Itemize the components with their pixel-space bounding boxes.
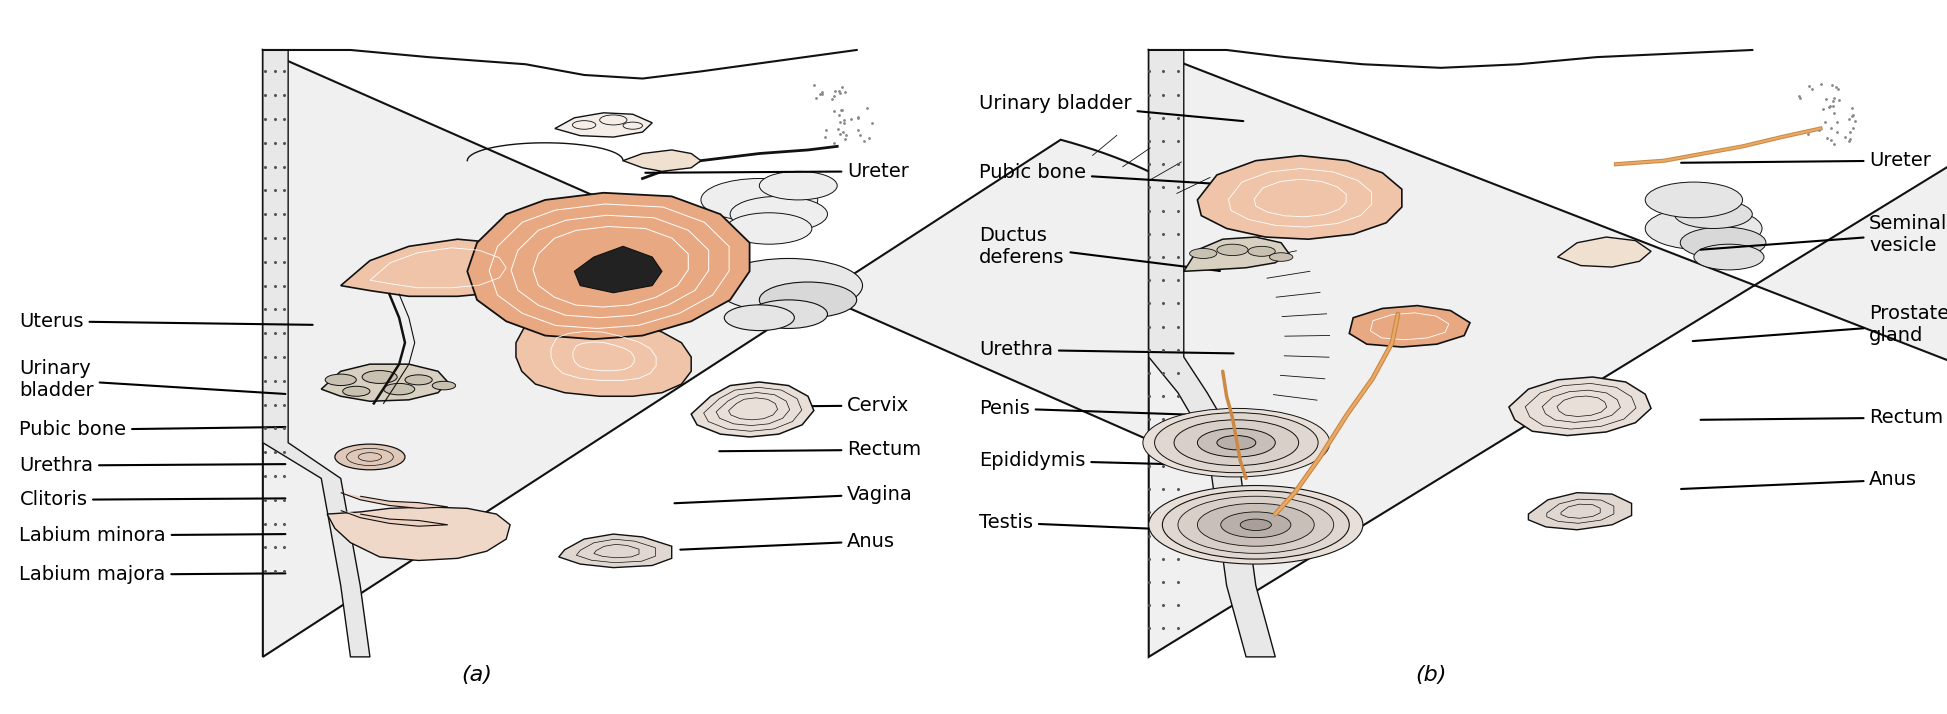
Text: Clitoris: Clitoris [19, 491, 286, 509]
Polygon shape [574, 246, 662, 293]
Text: Labium minora: Labium minora [19, 526, 286, 545]
Circle shape [1162, 491, 1349, 559]
Polygon shape [1349, 306, 1470, 347]
Text: Anus: Anus [1680, 471, 1918, 489]
Circle shape [432, 381, 456, 390]
Polygon shape [321, 364, 448, 401]
Circle shape [759, 171, 837, 200]
Circle shape [1645, 182, 1743, 218]
Circle shape [1143, 408, 1330, 477]
Circle shape [1221, 512, 1291, 538]
Text: Uterus: Uterus [19, 312, 313, 331]
Circle shape [1694, 244, 1764, 270]
Polygon shape [1509, 377, 1651, 436]
Polygon shape [1149, 50, 1275, 657]
Text: (b): (b) [1415, 665, 1447, 685]
Circle shape [335, 444, 405, 470]
Polygon shape [516, 314, 691, 396]
Text: Seminal
vesicle: Seminal vesicle [1700, 213, 1947, 255]
Circle shape [1217, 436, 1256, 450]
Polygon shape [1197, 156, 1402, 239]
Text: Cervix: Cervix [718, 396, 909, 415]
Polygon shape [1149, 50, 1947, 657]
Circle shape [1269, 253, 1293, 261]
Polygon shape [327, 507, 510, 560]
Text: Pubic bone: Pubic bone [19, 421, 286, 439]
Text: Ductus
deferens: Ductus deferens [979, 226, 1221, 271]
Text: Rectum: Rectum [718, 441, 921, 459]
Polygon shape [341, 239, 535, 296]
Circle shape [1645, 207, 1762, 250]
Circle shape [1248, 246, 1275, 256]
Circle shape [726, 213, 812, 244]
Polygon shape [555, 113, 652, 137]
Circle shape [1217, 244, 1248, 256]
Polygon shape [559, 534, 672, 568]
Text: Urethra: Urethra [979, 341, 1234, 359]
Circle shape [600, 115, 627, 125]
Polygon shape [263, 50, 1295, 657]
Text: Prostate
gland: Prostate gland [1692, 304, 1947, 346]
Circle shape [623, 122, 643, 129]
Circle shape [724, 305, 794, 331]
Circle shape [715, 258, 863, 313]
Circle shape [1149, 486, 1363, 564]
Text: Urethra: Urethra [19, 456, 286, 475]
Text: Anus: Anus [680, 532, 896, 550]
Text: Testis: Testis [979, 513, 1176, 532]
Circle shape [384, 383, 415, 395]
Text: Urinary
bladder: Urinary bladder [19, 359, 286, 401]
Polygon shape [1528, 493, 1632, 530]
Text: Vagina: Vagina [674, 485, 913, 503]
Text: Pubic bone: Pubic bone [979, 164, 1221, 184]
Polygon shape [341, 493, 448, 508]
Polygon shape [1558, 237, 1651, 267]
Circle shape [1197, 503, 1314, 546]
Polygon shape [1184, 237, 1289, 271]
Text: Labium majora: Labium majora [19, 565, 286, 584]
Polygon shape [263, 50, 370, 657]
Circle shape [343, 386, 370, 396]
Circle shape [362, 371, 397, 383]
Text: (a): (a) [461, 665, 493, 685]
Circle shape [759, 282, 857, 318]
Polygon shape [341, 511, 448, 526]
Text: Urinary bladder: Urinary bladder [979, 94, 1244, 121]
Circle shape [1680, 227, 1766, 258]
Text: Ureter: Ureter [1680, 151, 1931, 170]
Polygon shape [623, 150, 701, 171]
Circle shape [1155, 413, 1318, 473]
Circle shape [701, 178, 818, 221]
Circle shape [1197, 428, 1275, 457]
Text: Ureter: Ureter [644, 162, 909, 181]
Polygon shape [691, 382, 814, 437]
Circle shape [1174, 420, 1299, 466]
Circle shape [1190, 248, 1217, 258]
Circle shape [325, 374, 356, 386]
Text: Epididymis: Epididymis [979, 451, 1221, 470]
Circle shape [405, 375, 432, 385]
Text: Penis: Penis [979, 399, 1215, 418]
Circle shape [1240, 519, 1271, 531]
Circle shape [730, 196, 827, 232]
Circle shape [750, 300, 827, 328]
Polygon shape [467, 193, 750, 339]
Circle shape [572, 121, 596, 129]
Text: Rectum: Rectum [1700, 408, 1943, 427]
Circle shape [1178, 496, 1334, 553]
Circle shape [1674, 200, 1752, 228]
